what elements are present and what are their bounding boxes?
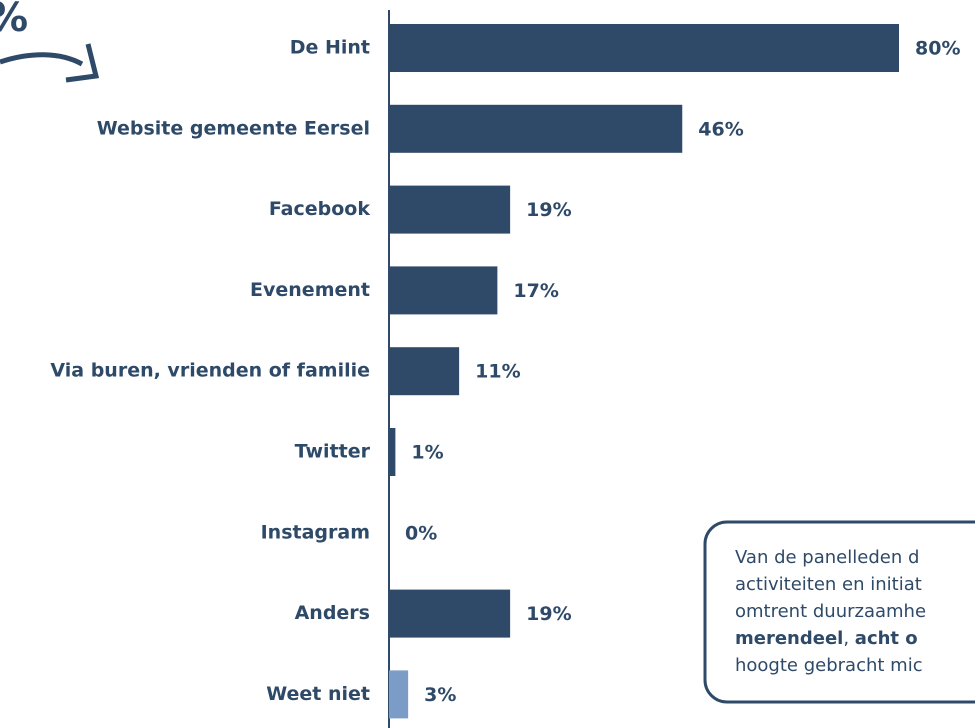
- callout-line: merendeel, acht o: [735, 628, 918, 649]
- callout-line: hoogte gebracht mic: [735, 655, 923, 676]
- arrow-head: [65, 43, 100, 83]
- callout-line: omtrent duurzaamhe: [735, 601, 926, 622]
- category-label: Via buren, vrienden of familie: [50, 360, 370, 382]
- value-label: 19%: [526, 199, 571, 221]
- category-label: Website gemeente Eersel: [97, 117, 370, 139]
- bar: [389, 670, 409, 719]
- category-label: Twitter: [295, 441, 371, 463]
- bar: [389, 589, 511, 638]
- category-label: De Hint: [290, 37, 370, 59]
- value-label: 0%: [405, 522, 437, 544]
- category-label: Evenement: [250, 279, 370, 301]
- value-label: 17%: [513, 280, 558, 302]
- category-label: Anders: [295, 602, 370, 624]
- bar: [389, 24, 899, 72]
- callout-text: Van de panelleden d: [735, 547, 919, 568]
- annotation: %: [0, 0, 28, 41]
- callout-line: Van de panelleden d: [735, 547, 919, 568]
- value-label: 19%: [526, 603, 571, 625]
- callout-box: [703, 520, 975, 704]
- callout-text: activiteiten en initiat: [735, 574, 922, 595]
- value-label: 1%: [411, 442, 443, 464]
- bar: [389, 347, 460, 396]
- value-label: 11%: [475, 361, 520, 383]
- value-label: 80%: [915, 38, 960, 60]
- callout-text: omtrent duurzaamhe: [735, 601, 926, 622]
- category-label: Instagram: [261, 521, 370, 543]
- bar: [389, 428, 396, 476]
- bar: [389, 185, 511, 234]
- value-label: 46%: [698, 118, 743, 140]
- bar: [389, 104, 683, 153]
- callout-text: merendeel: [735, 628, 843, 649]
- callout-text: ,: [843, 628, 854, 649]
- category-label: Weet niet: [266, 683, 370, 705]
- value-label: 3%: [424, 684, 456, 706]
- callout-text: acht o: [855, 628, 918, 649]
- bar: [389, 266, 498, 315]
- callout-line: activiteiten en initiat: [735, 574, 922, 595]
- category-label: Facebook: [269, 198, 371, 220]
- callout-text: hoogte gebracht mic: [735, 655, 923, 676]
- arrow: [0, 52, 84, 67]
